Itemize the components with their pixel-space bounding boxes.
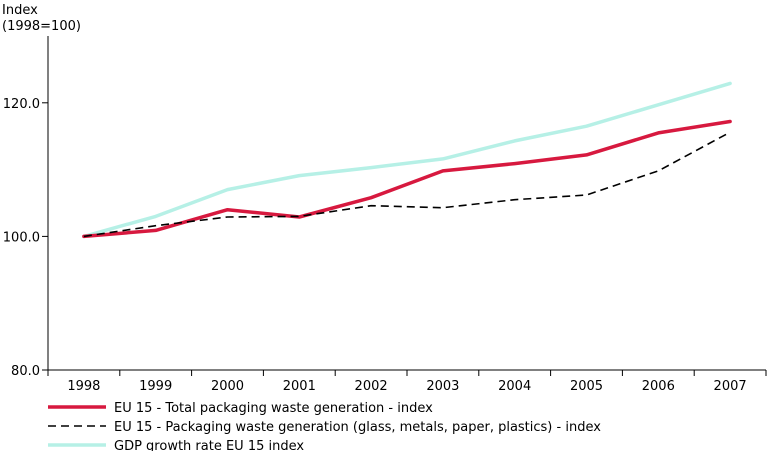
x-tick-label: 2004 [498, 379, 531, 394]
y-tick-label: 80.0 [11, 364, 40, 379]
x-tick-label: 2001 [283, 379, 316, 394]
x-tick-label: 2006 [642, 379, 675, 394]
legend: EU 15 - Total packaging waste generation… [48, 401, 601, 451]
series-line-3 [82, 81, 732, 239]
axes: 80.0 100.0 120.0 1998 1999 2000 2001 2002 2003 20… [3, 36, 767, 394]
legend-label-2: EU 15 - Packaging waste generation (glas… [114, 420, 601, 435]
x-tick-label: 2000 [211, 379, 244, 394]
x-tick-label: 2005 [570, 379, 603, 394]
y-axis-label-line1: Index [2, 3, 38, 18]
series-layer [82, 81, 732, 239]
legend-label-1: EU 15 - Total packaging waste generation… [114, 401, 433, 416]
legend-label-3: GDP growth rate EU 15 index [114, 439, 304, 451]
x-tick-label: 2003 [426, 379, 459, 394]
x-tick-label: 1998 [67, 379, 100, 394]
series-line-2 [83, 131, 731, 238]
x-tick-label: 2002 [355, 379, 388, 394]
y-axis-label-line2: (1998=100) [2, 19, 81, 34]
y-tick-label: 120.0 [3, 97, 40, 112]
x-tick-label: 2007 [714, 379, 747, 394]
y-tick-label: 100.0 [3, 230, 40, 245]
x-tick-label: 1999 [139, 379, 172, 394]
series-line-1 [82, 119, 732, 239]
